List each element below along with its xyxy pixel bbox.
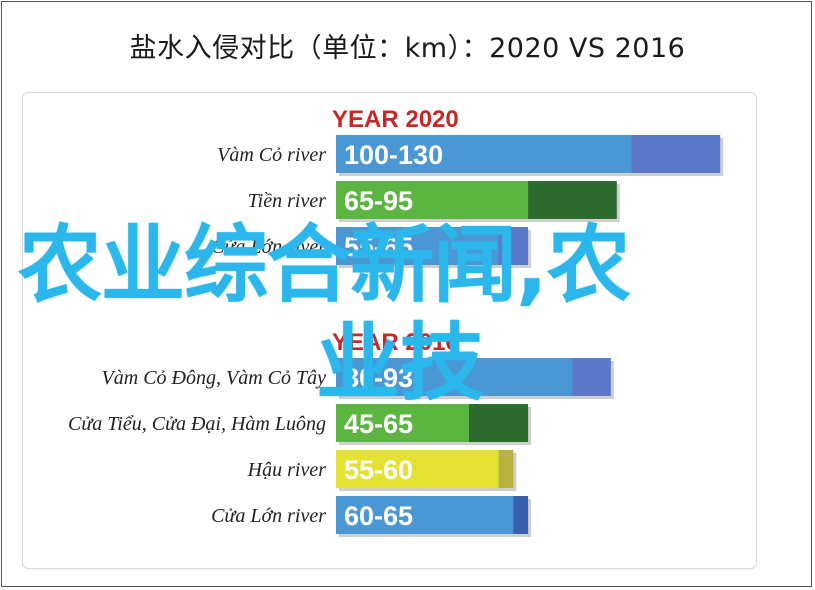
- category-label: Hậu river: [247, 459, 327, 481]
- bar-main-segment: [336, 358, 573, 396]
- category-label: Cửa Lớn river: [211, 236, 326, 258]
- bar-main-segment: [336, 181, 529, 219]
- bar-main-segment: [336, 496, 514, 534]
- category-label: Tiền river: [248, 190, 327, 212]
- bar-main-segment: [336, 135, 632, 173]
- bar-value-label: 55-60: [344, 455, 413, 485]
- group-title: YEAR 2016: [332, 329, 459, 356]
- category-label: Cửa Lớn river: [211, 505, 326, 527]
- page-title: 盐水入侵对比（单位：km）：2020 VS 2016: [129, 33, 686, 64]
- bar-value-label: 60-65: [344, 501, 413, 531]
- bar-value-label: 55-65: [344, 232, 413, 262]
- bar-main-segment: [336, 404, 469, 442]
- bar-value-label: 80-93: [344, 363, 413, 393]
- category-label: Cửa Tiểu, Cửa Đại, Hàm Luông: [68, 413, 326, 435]
- bar-value-label: 65-95: [344, 186, 413, 216]
- bar-main-segment: [336, 227, 499, 265]
- bar-main-segment: [336, 450, 499, 488]
- bar-value-label: 45-65: [344, 409, 413, 439]
- category-label: Vàm Cỏ Đông, Vàm Cỏ Tây: [102, 367, 327, 389]
- group-title: YEAR 2020: [332, 106, 459, 133]
- bar-value-label: 100-130: [344, 140, 443, 170]
- category-label: Vàm Cỏ river: [217, 144, 326, 166]
